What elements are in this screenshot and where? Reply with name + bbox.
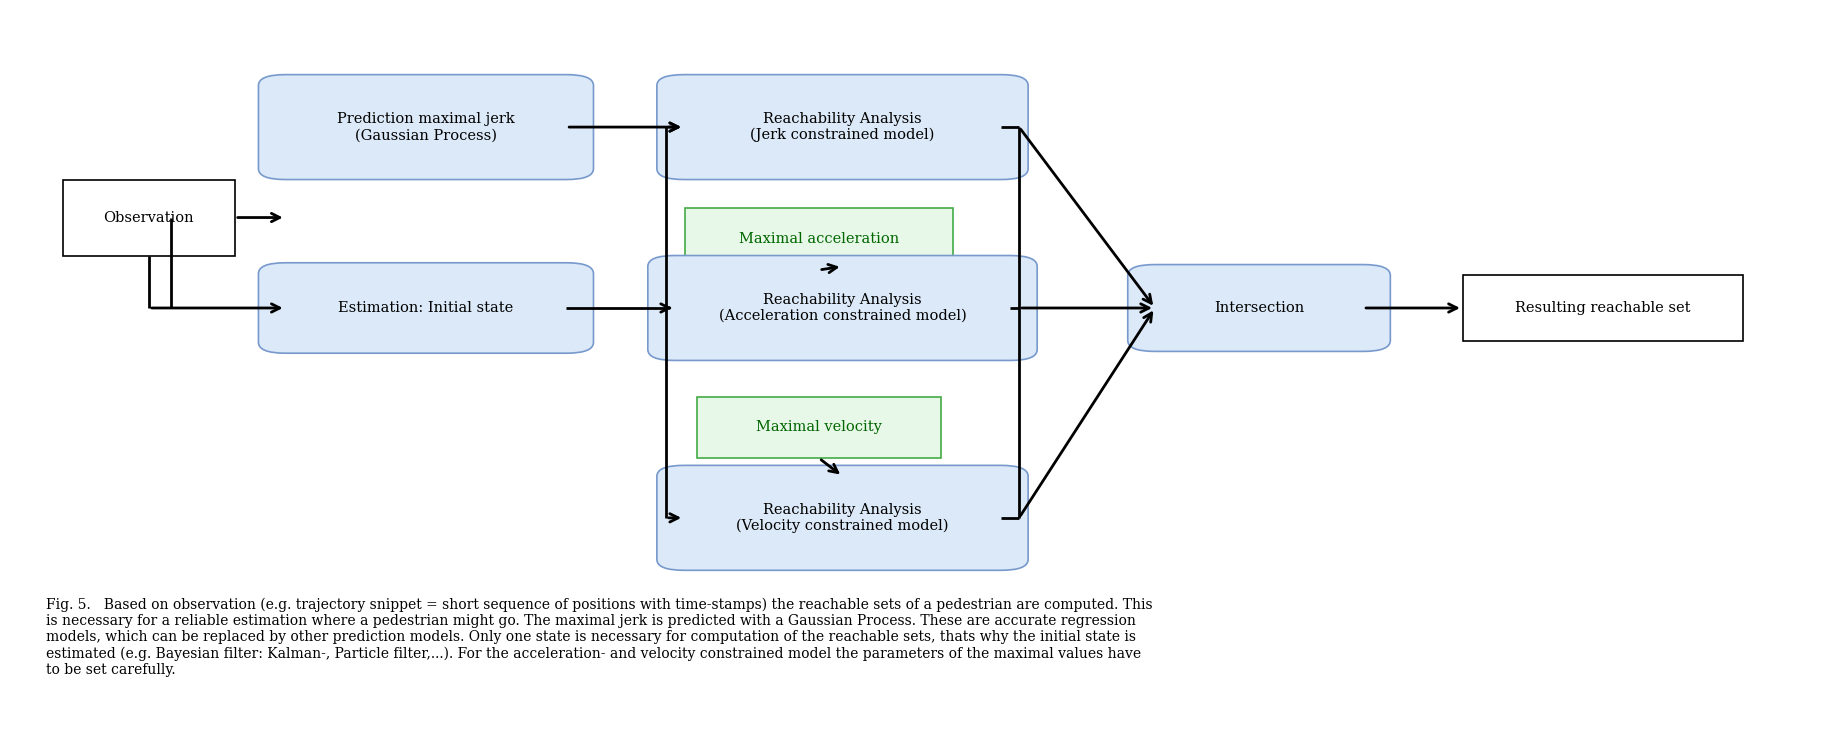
Text: Fig. 5.   Based on observation (e.g. trajectory snippet = short sequence of posi: Fig. 5. Based on observation (e.g. traje…	[46, 598, 1153, 677]
Text: Reachability Analysis
(Jerk constrained model): Reachability Analysis (Jerk constrained …	[750, 112, 935, 142]
Text: Intersection: Intersection	[1214, 301, 1305, 315]
FancyBboxPatch shape	[649, 256, 1037, 360]
FancyBboxPatch shape	[656, 75, 1027, 180]
FancyBboxPatch shape	[1464, 275, 1743, 341]
Text: Prediction maximal jerk
(Gaussian Process): Prediction maximal jerk (Gaussian Proces…	[336, 112, 516, 142]
FancyBboxPatch shape	[1127, 265, 1390, 351]
FancyBboxPatch shape	[697, 397, 941, 458]
FancyBboxPatch shape	[259, 263, 593, 353]
Text: Maximal acceleration: Maximal acceleration	[739, 232, 900, 246]
FancyBboxPatch shape	[259, 75, 593, 180]
Text: Estimation: Initial state: Estimation: Initial state	[338, 301, 514, 315]
FancyBboxPatch shape	[656, 466, 1027, 570]
FancyBboxPatch shape	[686, 208, 954, 270]
Text: Maximal velocity: Maximal velocity	[756, 421, 881, 434]
Text: Observation: Observation	[103, 210, 194, 225]
Text: Reachability Analysis
(Acceleration constrained model): Reachability Analysis (Acceleration cons…	[719, 293, 967, 323]
Text: Reachability Analysis
(Velocity constrained model): Reachability Analysis (Velocity constrai…	[736, 503, 948, 533]
Text: Resulting reachable set: Resulting reachable set	[1515, 301, 1691, 315]
FancyBboxPatch shape	[63, 180, 235, 256]
